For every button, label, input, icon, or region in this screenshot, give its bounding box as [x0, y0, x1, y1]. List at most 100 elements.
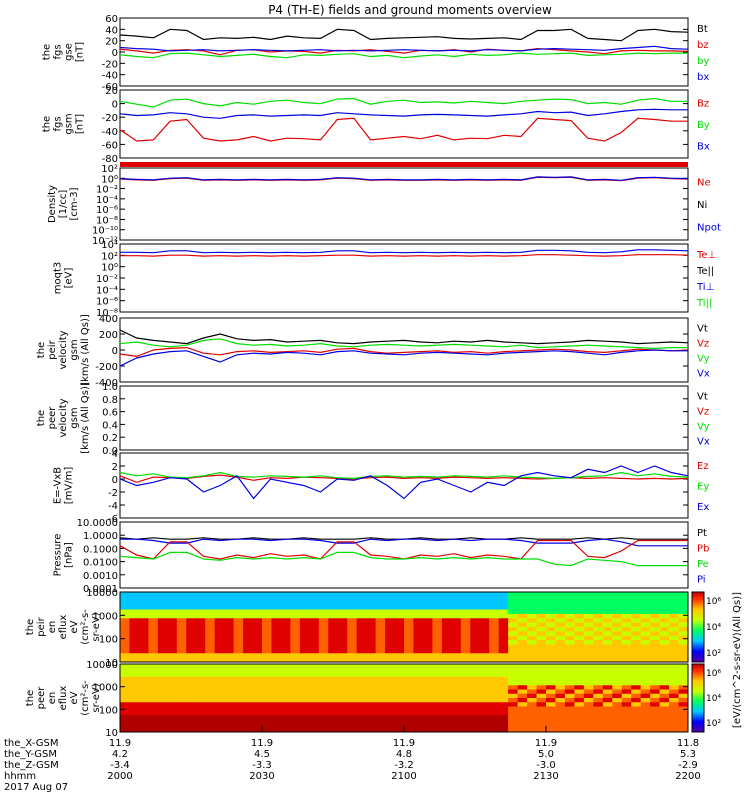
spectrogram-cell — [214, 689, 225, 695]
spectrogram-cell — [489, 693, 500, 699]
spectrogram-cell — [157, 706, 168, 712]
spectrogram-cell — [243, 657, 254, 663]
spectrogram-cell — [148, 685, 159, 690]
spectrogram-cell — [631, 622, 642, 628]
spectrogram-cell — [422, 631, 433, 637]
y-axis-label: gsm — [64, 113, 75, 134]
spectrogram-cell — [422, 644, 433, 650]
spectrogram-cell — [375, 627, 386, 632]
spectrogram-cell — [498, 698, 509, 703]
spectrogram-cell — [527, 693, 538, 699]
spectrogram-cell — [167, 710, 178, 716]
spectrogram-cell — [659, 631, 670, 637]
spectrogram-cell — [366, 672, 377, 678]
spectrogram-cell — [243, 648, 254, 654]
spectrogram-cell — [546, 592, 556, 597]
x-tick-label: 4.2 — [112, 749, 128, 760]
spectrogram-cell — [451, 698, 462, 703]
spectrogram-cell — [120, 676, 130, 682]
spectrogram-cell — [299, 622, 310, 628]
spectrogram-cell — [593, 644, 604, 650]
spectrogram-cell — [157, 596, 168, 602]
spectrogram-cell — [555, 631, 566, 637]
spectrogram-cell — [621, 605, 632, 610]
spectrogram-cell — [347, 596, 358, 602]
spectrogram-cell — [470, 706, 481, 712]
spectrogram-cell — [271, 668, 282, 673]
spectrogram-cell — [517, 653, 528, 659]
spectrogram-cell — [602, 596, 613, 602]
spectrogram-cell — [546, 702, 556, 707]
spectrogram-cell — [138, 613, 149, 619]
spectrogram-cell — [129, 698, 140, 703]
spectrogram-cell — [290, 657, 301, 663]
spectrogram-cell — [233, 609, 244, 615]
spectrogram-cell — [252, 627, 263, 632]
spectrogram-cell — [669, 702, 680, 707]
spectrogram-cell — [432, 631, 443, 637]
spectrogram-cell — [262, 613, 272, 619]
spectrogram-cell — [640, 723, 651, 729]
spectrogram-cell — [460, 622, 471, 628]
spectrogram-cell — [517, 706, 528, 712]
spectrogram-cell — [120, 600, 130, 606]
spectrogram-cell — [517, 648, 528, 654]
spectrogram-cell — [385, 600, 396, 606]
spectrogram-cell — [593, 715, 604, 720]
spectrogram-cell — [498, 723, 509, 729]
spectrogram-cell — [224, 681, 235, 686]
spectrogram-cell — [186, 609, 197, 615]
spectrogram-cell — [252, 635, 263, 641]
spectrogram-cell — [337, 685, 348, 690]
spectrogram-cell — [612, 719, 623, 724]
spectrogram-cell — [659, 592, 670, 597]
spectrogram-cell — [413, 635, 424, 641]
spectrogram-cell — [536, 609, 547, 615]
spectrogram-cell — [602, 635, 613, 641]
spectrogram-cell — [271, 715, 282, 720]
spectrogram-cell — [167, 648, 178, 654]
spectrogram-cell — [385, 618, 396, 624]
spectrogram-cell — [224, 600, 235, 606]
spectrogram-cell — [640, 698, 651, 703]
spectrogram-cell — [498, 681, 509, 686]
spectrogram-cell — [290, 719, 301, 724]
spectrogram-cell — [432, 710, 443, 716]
spectrogram-cell — [347, 706, 358, 712]
x-tick-label: 4.5 — [254, 749, 270, 760]
spectrogram-cell — [214, 605, 225, 610]
spectrogram-cell — [148, 600, 159, 606]
spectrogram-cell — [271, 631, 282, 637]
spectrogram-cell — [593, 657, 604, 663]
spectrogram-cell — [422, 648, 433, 654]
series-bx — [119, 45, 689, 52]
spectrogram-cell — [564, 605, 575, 610]
spectrogram-cell — [413, 609, 424, 615]
spectrogram-cell — [441, 689, 452, 695]
spectrogram-cell — [375, 723, 386, 729]
legend-Pe: Pe — [697, 559, 709, 570]
spectrogram-cell — [460, 672, 471, 678]
spectrogram-cell — [621, 653, 632, 659]
spectrogram-cell — [546, 640, 556, 645]
spectrogram-cell — [621, 685, 632, 690]
spectrogram-cell — [593, 710, 604, 716]
y-axis-label: eV — [69, 620, 80, 633]
spectrogram-cell — [271, 685, 282, 690]
spectrogram-cell — [621, 681, 632, 686]
spectrogram-cell — [574, 640, 585, 645]
spectrogram-cell — [470, 664, 481, 669]
spectrogram-cell — [148, 613, 159, 619]
spectrogram-cell — [536, 596, 547, 602]
y-tick-label: 0.2 — [102, 433, 118, 444]
spectrogram-cell — [659, 600, 670, 606]
spectrogram-cell — [167, 596, 178, 602]
spectrogram-cell — [546, 596, 556, 602]
spectrogram-cell — [214, 685, 225, 690]
spectrogram-cell — [451, 706, 462, 712]
spectrogram-cell — [564, 681, 575, 686]
spectrogram-cell — [366, 664, 377, 669]
spectrogram-cell — [498, 719, 509, 724]
spectrogram-cell — [536, 613, 547, 619]
spectrogram-cell — [262, 605, 272, 610]
